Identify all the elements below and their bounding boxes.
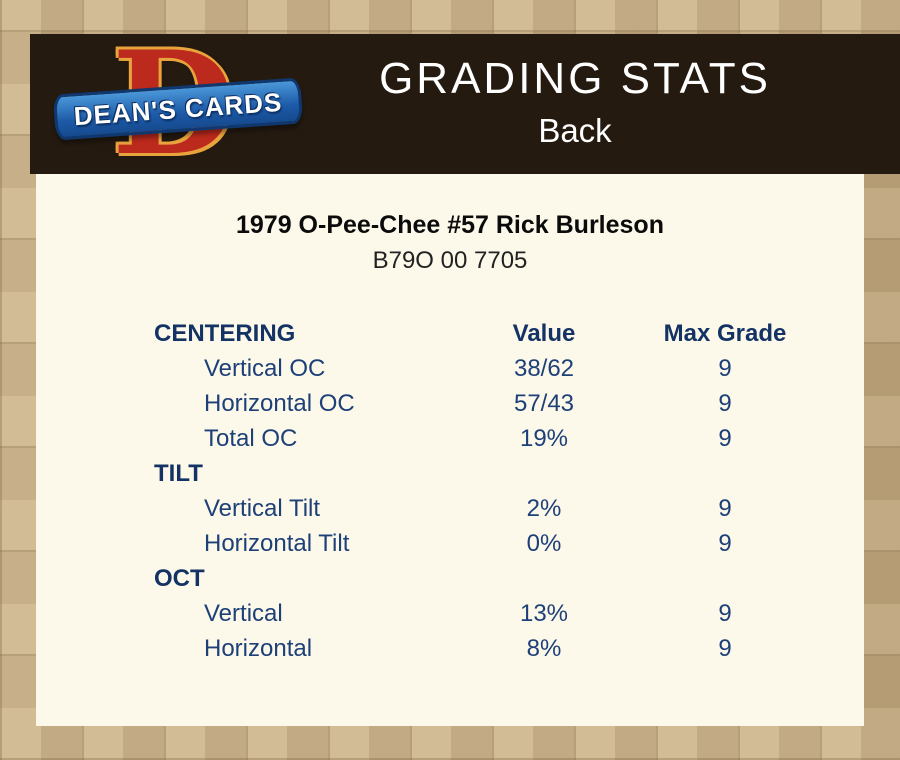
table-header-row: CENTERING Value Max Grade <box>154 316 816 351</box>
row-label: Vertical OC <box>204 354 326 382</box>
table-row: Horizontal 8% 9 <box>154 631 816 666</box>
table-row: Vertical OC 38/62 9 <box>154 351 816 386</box>
row-value: 8% <box>526 634 562 662</box>
row-value: 19% <box>519 424 569 452</box>
card-title: 1979 O-Pee-Chee #57 Rick Burleson <box>236 211 664 239</box>
header-bar: D DEAN'S CARDS GRADING STATS Back <box>30 33 900 175</box>
section-label-tilt: TILT <box>154 459 203 487</box>
row-value: 38/62 <box>513 354 575 382</box>
row-label: Total OC <box>204 424 298 452</box>
table-row: Total OC 19% 9 <box>154 421 816 456</box>
header-titles: GRADING STATS Back <box>250 50 900 154</box>
row-value: 0% <box>526 529 562 557</box>
row-max-grade: 9 <box>718 389 732 417</box>
column-header-value: Value <box>512 319 576 347</box>
row-max-grade: 9 <box>718 354 732 382</box>
row-label: Vertical <box>204 599 283 627</box>
row-value: 2% <box>526 494 562 522</box>
table-section-row: TILT <box>154 456 816 491</box>
section-label-centering: CENTERING <box>154 319 296 347</box>
row-max-grade: 9 <box>718 599 732 627</box>
row-label: Horizontal OC <box>204 389 355 417</box>
table-row: Vertical 13% 9 <box>154 596 816 631</box>
row-value: 13% <box>519 599 569 627</box>
row-max-grade: 9 <box>718 634 732 662</box>
table-row: Horizontal OC 57/43 9 <box>154 386 816 421</box>
grading-stats-table: CENTERING Value Max Grade Vertical OC 38… <box>154 316 816 666</box>
page-subtitle: Back <box>538 112 612 149</box>
row-value: 57/43 <box>513 389 575 417</box>
deans-cards-logo[interactable]: D DEAN'S CARDS <box>50 33 312 175</box>
row-label: Vertical Tilt <box>204 494 321 522</box>
column-header-max-grade: Max Grade <box>663 319 787 347</box>
row-max-grade: 9 <box>718 424 732 452</box>
row-max-grade: 9 <box>718 529 732 557</box>
row-label: Horizontal Tilt <box>204 529 350 557</box>
table-row: Horizontal Tilt 0% 9 <box>154 526 816 561</box>
page-title: GRADING STATS <box>379 54 771 103</box>
card-code: B79O 00 7705 <box>372 247 528 274</box>
row-max-grade: 9 <box>718 494 732 522</box>
table-row: Vertical Tilt 2% 9 <box>154 491 816 526</box>
section-label-oct: OCT <box>154 564 205 592</box>
content-panel: 1979 O-Pee-Chee #57 Rick Burleson B79O 0… <box>36 174 864 726</box>
table-section-row: OCT <box>154 561 816 596</box>
row-label: Horizontal <box>204 634 313 662</box>
